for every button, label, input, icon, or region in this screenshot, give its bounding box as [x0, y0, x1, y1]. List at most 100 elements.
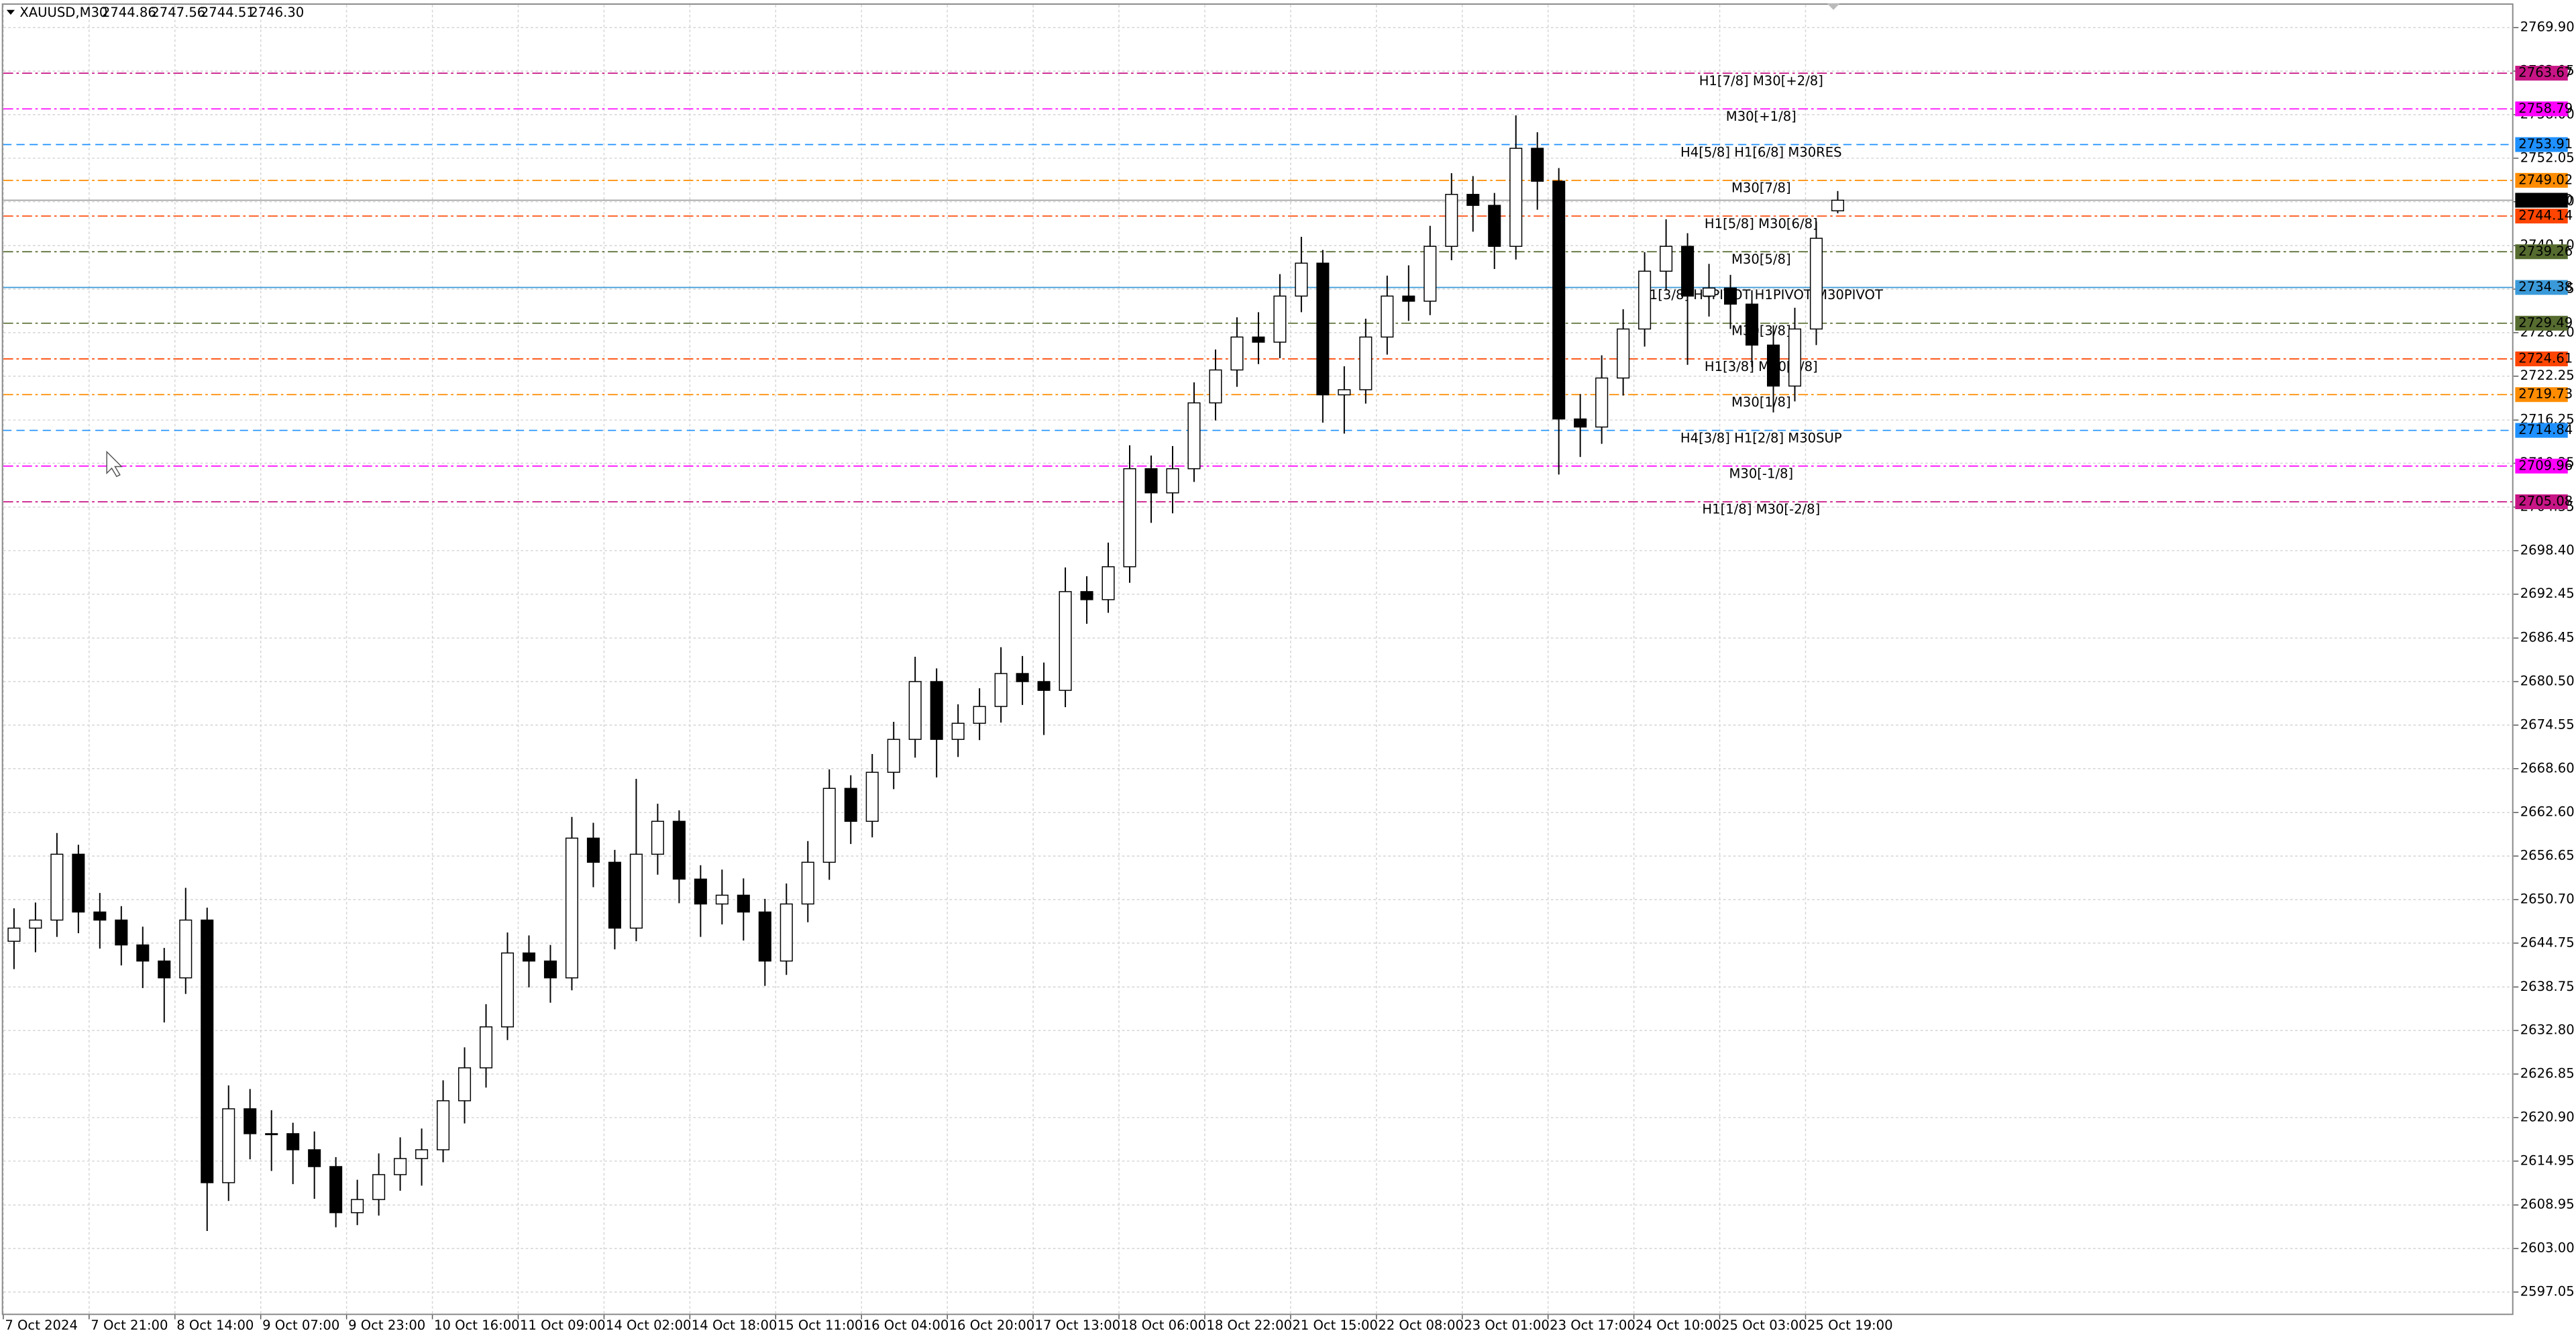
x-tick-label: 16 Oct 04:00 — [863, 1318, 949, 1333]
level-price-label: 2705.08 — [2518, 493, 2573, 508]
candle-body — [1338, 389, 1351, 396]
candle-body — [672, 820, 686, 880]
candle-body — [1252, 336, 1265, 343]
x-tick-label: 8 Oct 14:00 — [176, 1318, 254, 1333]
y-tick-label: 2769.90 — [2520, 19, 2575, 35]
candle-body — [1316, 262, 1330, 396]
y-tick-label: 2698.40 — [2520, 542, 2575, 557]
menu-arrow — [6, 9, 15, 15]
x-tick-label: 23 Oct 01:00 — [1464, 1318, 1550, 1333]
candle-body — [887, 739, 900, 773]
y-tick-label: 2638.75 — [2520, 979, 2575, 994]
candle-body — [1166, 468, 1179, 494]
candle-body — [608, 861, 621, 929]
candle-body — [1123, 468, 1136, 568]
candle-body — [1617, 328, 1630, 379]
candle-body — [1595, 377, 1609, 428]
level-price-box — [2515, 423, 2568, 438]
candle-body — [29, 919, 42, 929]
level-label: H1[1/8] M30[-2/8] — [1702, 502, 1820, 517]
level-label: H4[5/8] H1[6/8] M30RES — [1680, 144, 1842, 160]
level-price-label: 2714.84 — [2518, 422, 2573, 437]
x-tick-label: 18 Oct 22:00 — [1206, 1318, 1292, 1333]
level-label: M30[1/8] — [1731, 394, 1791, 410]
candle-body — [394, 1158, 407, 1175]
candle-body — [1831, 199, 1844, 211]
candle-body — [1037, 681, 1051, 691]
candle-body — [1381, 295, 1394, 338]
y-tick-label: 2692.45 — [2520, 586, 2575, 601]
candle-body — [865, 771, 879, 822]
level-price-label: 2729.49 — [2518, 315, 2573, 330]
candle-body — [244, 1108, 257, 1134]
candle-body — [1080, 591, 1093, 600]
candle-body — [479, 1026, 493, 1069]
candle-body — [329, 1166, 343, 1214]
candle-body — [1531, 148, 1544, 182]
x-tick-label: 25 Oct 19:00 — [1807, 1318, 1893, 1333]
header-value: 2744.86 — [102, 5, 156, 20]
level-price-box — [2515, 137, 2568, 152]
candle-body — [351, 1199, 364, 1214]
candle-body — [158, 960, 171, 979]
level-label: H4[3/8] H1[2/8] M30SUP — [1680, 430, 1842, 445]
y-tick-label: 2686.45 — [2520, 630, 2575, 645]
y-tick-label: 2668.60 — [2520, 760, 2575, 775]
candle-body — [179, 919, 193, 979]
candle-body — [115, 919, 128, 946]
candle-body — [629, 853, 643, 929]
level-price-box — [2515, 66, 2568, 81]
candle-body — [522, 952, 536, 962]
bid-price-box — [2515, 193, 2568, 208]
level-price-box — [2515, 387, 2568, 403]
candle-body — [1809, 237, 1823, 330]
candle-body — [286, 1133, 300, 1150]
candle-body — [72, 853, 85, 913]
level-price-box — [2515, 209, 2568, 224]
candle-body — [1766, 344, 1780, 387]
x-tick-label: 14 Oct 02:00 — [606, 1318, 692, 1333]
y-tick-label: 2597.05 — [2520, 1284, 2575, 1299]
candle-body — [737, 894, 750, 913]
x-tick-label: 11 Oct 09:00 — [520, 1318, 606, 1333]
candle-body — [565, 837, 578, 979]
y-tick-label: 2662.60 — [2520, 804, 2575, 820]
candle-body — [1359, 336, 1373, 390]
x-tick-label: 17 Oct 13:00 — [1035, 1318, 1121, 1333]
y-tick-label: 2680.50 — [2520, 674, 2575, 689]
candle-body — [844, 788, 857, 822]
x-tick-label: 10 Oct 16:00 — [434, 1318, 520, 1333]
candle-body — [1273, 295, 1287, 343]
level-label: D1[3/8] H4PIVOT H1PIVOT M30PIVOT — [1640, 287, 1884, 303]
candle-body — [1681, 246, 1695, 297]
candle-body — [50, 853, 64, 921]
candle-body — [1402, 295, 1415, 302]
candle-body — [500, 952, 515, 1028]
axis: 2597.05 2603.00 2608.95 2614.95 2620.90 2626.… — [3, 19, 2575, 1333]
candle-body — [1552, 180, 1566, 420]
header-value: 2746.30 — [250, 5, 304, 20]
x-tick-label: 14 Oct 18:00 — [692, 1318, 777, 1333]
candle-body — [994, 673, 1008, 707]
level-price-label: 2753.91 — [2518, 136, 2573, 152]
candle-body — [1209, 369, 1222, 404]
candle-body — [1230, 336, 1244, 371]
header-value: 2744.51 — [201, 5, 255, 20]
level-label: M30[3/8] — [1731, 323, 1791, 339]
x-tick-label: 22 Oct 08:00 — [1378, 1318, 1464, 1333]
candle-body — [1102, 566, 1115, 600]
level-price-label: 2758.79 — [2518, 101, 2573, 116]
candle-body — [908, 681, 922, 740]
x-tick-label: 18 Oct 06:00 — [1120, 1318, 1206, 1333]
candle-body — [308, 1149, 321, 1167]
candle-body — [694, 878, 707, 905]
candle-body — [543, 960, 557, 979]
level-price-label: 2739.26 — [2518, 244, 2573, 259]
candle-body — [1660, 246, 1673, 272]
level-price-label: 2734.38 — [2518, 279, 2573, 294]
x-tick-label: 9 Oct 07:00 — [262, 1318, 339, 1333]
candle-body — [201, 919, 214, 1183]
